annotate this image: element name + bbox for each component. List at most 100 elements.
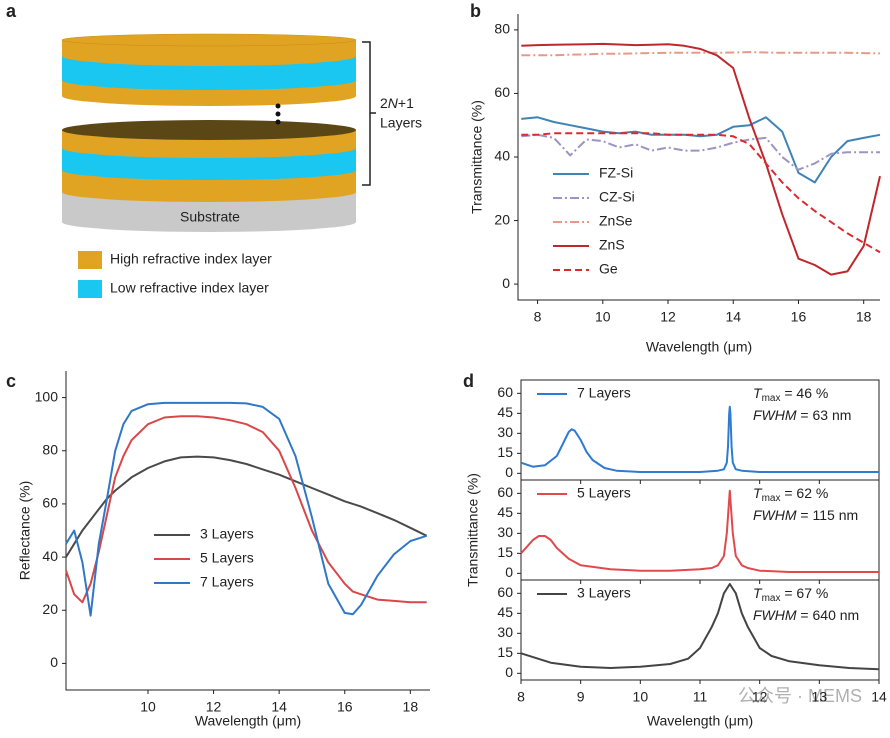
annotation: Tmax = 62 % <box>753 485 828 504</box>
text: FWHM <box>753 507 797 523</box>
panel-label: b <box>470 1 481 21</box>
y-tick-label: 0 <box>505 664 513 680</box>
text: = 63 nm <box>797 407 852 423</box>
text: max <box>762 493 781 504</box>
line-series <box>521 116 881 184</box>
text: T <box>753 585 763 601</box>
text: FWHM <box>753 407 797 423</box>
annotation: Tmax = 67 % <box>753 585 828 604</box>
text: +1 <box>398 95 414 111</box>
top-face <box>62 120 356 140</box>
y-tick-label: 30 <box>497 424 513 440</box>
layer-stack <box>61 33 357 232</box>
line-series <box>520 489 879 573</box>
y-tick-label: 45 <box>497 504 513 520</box>
legend-swatch <box>78 280 102 298</box>
y-tick-label: 60 <box>42 495 58 511</box>
y-tick-label: 45 <box>497 604 513 620</box>
line-series <box>521 51 881 57</box>
x-tick-label: 14 <box>271 699 287 715</box>
layer <box>62 70 356 90</box>
y-tick-label: 60 <box>494 84 510 100</box>
annotation: FWHM = 63 nm <box>753 407 851 423</box>
x-tick-label: 10 <box>595 309 611 325</box>
x-tick-label: 12 <box>660 309 676 325</box>
line-series <box>521 133 880 171</box>
watermark: 公众号 · MEMS <box>738 686 862 706</box>
x-tick-label: 8 <box>534 309 542 325</box>
annotation: Tmax = 46 % <box>753 385 828 404</box>
bracket-label: 2N+1 <box>380 95 414 111</box>
line-series <box>65 415 427 604</box>
annotation: FWHM = 640 nm <box>753 607 859 623</box>
panel-label: d <box>463 371 474 391</box>
layer <box>62 212 356 232</box>
x-tick-label: 16 <box>791 309 807 325</box>
text: = 62 % <box>780 485 828 501</box>
line-series <box>520 405 879 473</box>
layer <box>62 138 356 158</box>
y-tick-label: 80 <box>42 441 58 457</box>
text: 2 <box>380 95 388 111</box>
legend-label: 3 Layers <box>200 526 254 542</box>
legend-label: 7 Layers <box>577 385 631 401</box>
legend-label: High refractive index layer <box>110 251 272 267</box>
layer <box>62 86 356 106</box>
x-tick-label: 8 <box>517 689 525 705</box>
y-tick-label: 60 <box>497 384 513 400</box>
x-tick-label: 16 <box>337 699 353 715</box>
legend-label: 3 Layers <box>577 585 631 601</box>
y-tick-label: 15 <box>497 644 513 660</box>
x-tick-label: 18 <box>856 309 872 325</box>
line-series <box>521 42 881 276</box>
x-axis-label: Wavelength (μm) <box>646 339 752 355</box>
dot <box>275 103 281 109</box>
axis-line <box>65 371 430 691</box>
legend-label: Ge <box>599 261 618 277</box>
y-tick-label: 20 <box>42 601 58 617</box>
x-tick-label: 10 <box>140 699 156 715</box>
line-series <box>65 455 428 558</box>
x-tick-label: 13 <box>812 689 828 705</box>
y-tick-label: 15 <box>497 544 513 560</box>
y-tick-label: 0 <box>502 275 510 291</box>
layer <box>62 46 356 66</box>
y-tick-label: 40 <box>42 548 58 564</box>
legend-label: 5 Layers <box>577 485 631 501</box>
y-tick-label: 30 <box>497 624 513 640</box>
y-tick-label: 0 <box>505 564 513 580</box>
top-face <box>61 33 357 47</box>
x-tick-label: 11 <box>693 689 708 705</box>
bracket-label: Layers <box>380 115 422 131</box>
y-tick-label: 15 <box>497 444 513 460</box>
text: = 115 nm <box>797 507 859 523</box>
x-tick-label: 9 <box>577 689 585 705</box>
y-tick-label: 20 <box>494 211 510 227</box>
layer <box>62 160 356 180</box>
x-tick-label: 10 <box>633 689 649 705</box>
x-tick-label: 14 <box>871 689 887 705</box>
legend: High refractive index layer Low refractiv… <box>78 251 272 298</box>
x-tick-label: 12 <box>206 699 222 715</box>
text: max <box>762 393 781 404</box>
legend-swatch <box>78 251 102 269</box>
legend-label: CZ-Si <box>599 189 635 205</box>
x-tick-label: 18 <box>403 699 419 715</box>
x-axis-label: Wavelength (μm) <box>195 713 301 729</box>
text: = 67 % <box>780 585 828 601</box>
y-tick-label: 0 <box>505 464 513 480</box>
legend-label: FZ-Si <box>599 165 633 181</box>
y-tick-label: 0 <box>50 654 58 670</box>
axis-line <box>517 14 880 301</box>
panel-label: c <box>6 371 16 391</box>
layer <box>62 182 356 202</box>
y-tick-label: 60 <box>497 484 513 500</box>
y-tick-label: 45 <box>497 404 513 420</box>
annotation: FWHM = 115 nm <box>753 507 858 523</box>
y-tick-label: 100 <box>35 388 59 404</box>
substrate-label: Substrate <box>180 209 240 225</box>
y-tick-label: 40 <box>494 148 510 164</box>
legend-label: Low refractive index layer <box>110 280 269 296</box>
text: max <box>762 593 781 604</box>
text: N <box>388 95 399 111</box>
